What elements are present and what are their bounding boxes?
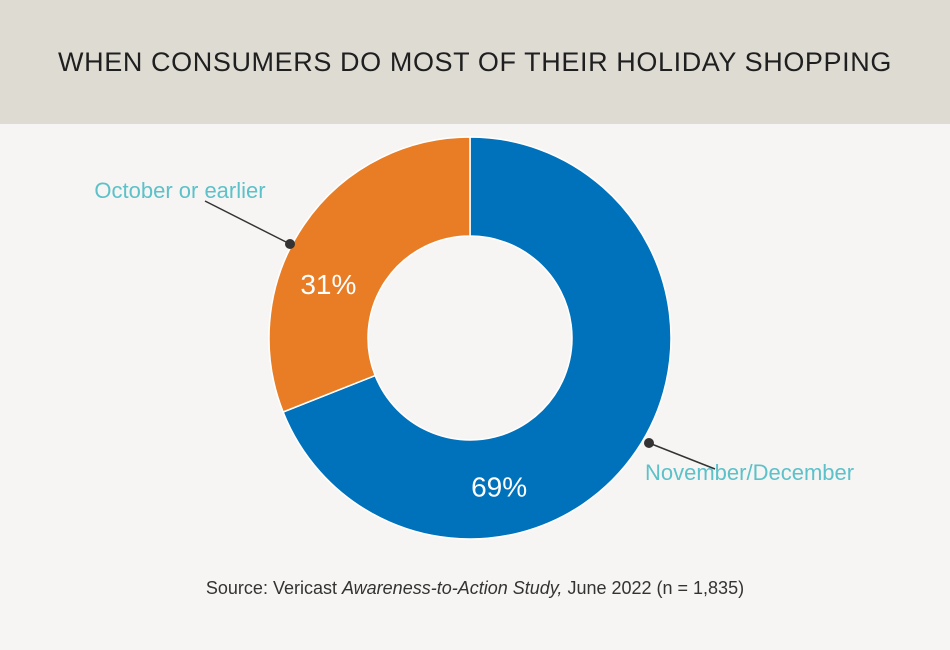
value-label-november-december: 69% (471, 472, 527, 503)
source-suffix: June 2022 (n = 1,835) (562, 578, 745, 598)
source-study: Awareness-to-Action Study, (341, 578, 563, 598)
slice-november-december (282, 136, 672, 540)
chart-area: 69% 31% November/December October or earlie… (0, 124, 950, 650)
category-label-november-december: November/December (645, 460, 854, 485)
slice-october-or-earlier (268, 136, 471, 413)
category-label-october-or-earlier: October or earlier (94, 178, 265, 203)
leader-dot-november-december (644, 438, 654, 448)
chart-title: WHEN CONSUMERS DO MOST OF THEIR HOLIDAY … (58, 46, 892, 77)
leader-line-october-or-earlier (204, 200, 291, 245)
source-note: Source: Vericast Awareness-to-Action Stu… (0, 578, 950, 599)
donut-chart: 69% 31% November/December October or earlie… (94, 136, 854, 540)
leader-line-november-december (648, 442, 716, 470)
value-label-october-or-earlier: 31% (300, 269, 356, 300)
leader-dot-october-or-earlier (285, 239, 295, 249)
source-prefix: Source: Vericast (205, 578, 342, 598)
title-band: WHEN CONSUMERS DO MOST OF THEIR HOLIDAY … (0, 0, 950, 124)
